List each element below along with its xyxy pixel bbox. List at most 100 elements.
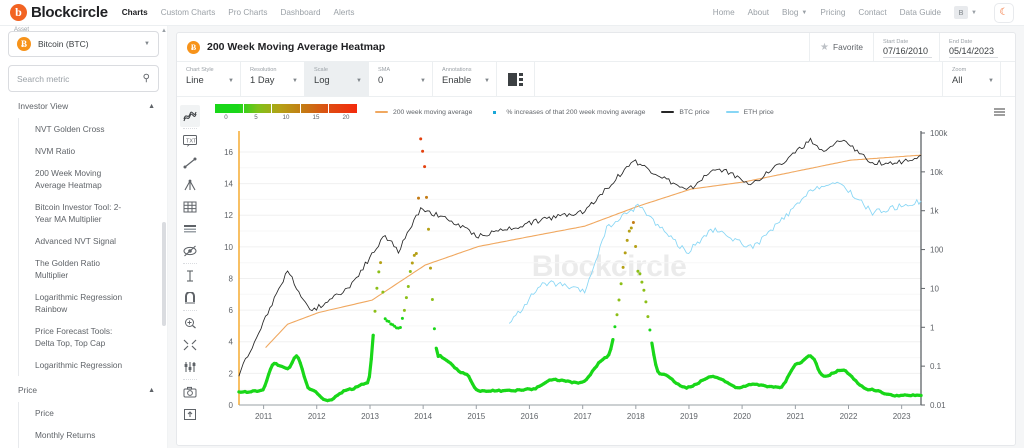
end-date-field[interactable]: End Date 05/14/2023 (939, 32, 1005, 62)
nav-item-charts[interactable]: Charts (121, 8, 148, 17)
chart-menu-button[interactable] (994, 107, 1005, 117)
toolbar-divider (183, 310, 197, 311)
sidebar-item-price-forecast-tools[interactable]: Price Forecast Tools: Delta Top, Top Cap (35, 326, 113, 349)
dark-mode-toggle-button[interactable]: ☾ (994, 2, 1014, 23)
nav-item-home[interactable]: Home (712, 8, 735, 17)
legend-swatch-line-icon (375, 111, 388, 113)
svg-text:2014: 2014 (414, 412, 432, 421)
nav-item-alerts[interactable]: Alerts (333, 8, 355, 17)
svg-text:2011: 2011 (255, 412, 273, 421)
toolbar-divider (183, 128, 197, 129)
annotations-dropdown[interactable]: Annotations Enable ▼ (433, 62, 497, 96)
nav-item-dashboard[interactable]: Dashboard (280, 8, 321, 17)
legend-swatch-dot-icon (493, 110, 497, 114)
toolbar-divider (183, 263, 197, 264)
scroll-up-arrow-icon[interactable]: ▲ (161, 28, 167, 34)
svg-text:1k: 1k (930, 207, 939, 216)
trend-line-icon[interactable] (180, 152, 200, 174)
nav-item-pricing[interactable]: Pricing (820, 8, 846, 17)
hide-drawings-icon[interactable] (180, 240, 200, 262)
main-content-area: Ƀ 200 Week Moving Average Heatmap ★ Favo… (168, 26, 1024, 448)
sidebar-item-advanced-nvt-signal[interactable]: Advanced NVT Signal (35, 236, 117, 247)
sidebar-section-investor-view[interactable]: Investor View ▲ (0, 92, 167, 118)
svg-text:8: 8 (229, 274, 234, 283)
chevron-down-icon: ▼ (228, 78, 234, 84)
svg-text:0.1: 0.1 (930, 362, 942, 371)
heatmap-colorbar: 0 5 10 15 20 (215, 103, 361, 121)
search-icon[interactable]: ⚲ (142, 73, 150, 84)
chart-style-dropdown[interactable]: Chart Style Line ▼ (177, 62, 241, 96)
zoom-value: All (952, 74, 963, 86)
top-navigation-bar: b Blockcircle Charts Custom Charts Pro C… (0, 0, 1024, 26)
nav-item-about[interactable]: About (747, 8, 770, 17)
legend-item-btc-price[interactable]: BTC price (661, 109, 710, 116)
resolution-dropdown[interactable]: Resolution 1 Day ▼ (241, 62, 305, 96)
asset-selector[interactable]: Ƀ Bitcoin (BTC) ▼ (8, 31, 159, 57)
search-metric-box[interactable]: ⚲ (8, 65, 159, 92)
compare-charts-button[interactable] (497, 62, 535, 96)
sma-label: SMA (378, 67, 391, 73)
search-input[interactable] (17, 73, 143, 84)
sidebar-item-monthly-returns[interactable]: Monthly Returns (35, 430, 96, 441)
sidebar-item-nvm-ratio[interactable]: NVM Ratio (35, 146, 76, 157)
scribble-icon[interactable] (180, 105, 200, 127)
camera-icon[interactable] (180, 381, 200, 403)
export-icon[interactable] (180, 403, 200, 425)
pitchfork-icon[interactable] (180, 174, 200, 196)
nav-item-pro-charts[interactable]: Pro Charts (228, 8, 268, 17)
sidebar-item-the-golden-ratio-multiplier[interactable]: The Golden Ratio Multiplier (35, 258, 101, 281)
sma-dropdown[interactable]: SMA 0 ▼ (369, 62, 433, 96)
nav-item-contact[interactable]: Contact (858, 8, 887, 17)
sidebar-item-nvt-golden-cross[interactable]: NVT Golden Cross (35, 124, 105, 134)
nav-item-custom-charts[interactable]: Custom Charts (160, 8, 216, 17)
svg-text:1: 1 (930, 323, 935, 332)
indicators-icon[interactable] (180, 356, 200, 378)
bitcoin-icon: Ƀ (187, 40, 200, 54)
svg-text:10: 10 (224, 243, 233, 252)
colorbar-tick: 20 (342, 113, 350, 121)
svg-text:100k: 100k (930, 129, 948, 138)
legend-swatch-line-icon (725, 111, 739, 113)
svg-text:10k: 10k (930, 168, 944, 177)
chevron-down-icon: ▼ (356, 78, 362, 84)
nav-item-blog-label: Blog (782, 8, 799, 17)
sidebar-section-price[interactable]: Price ▲ (0, 376, 167, 402)
legend-item-200wma[interactable]: 200 week moving average (375, 109, 472, 116)
zoom-pan-icon[interactable] (180, 312, 200, 334)
sidebar-item-logarithmic-regression[interactable]: Logarithmic Regression (35, 360, 123, 371)
star-icon: ★ (820, 41, 830, 53)
fib-grid-icon[interactable] (180, 196, 200, 218)
legend-item-eth-price[interactable]: ETH price (725, 109, 774, 116)
sidebar-scrollbar-thumb[interactable] (162, 222, 166, 326)
language-selector[interactable]: B ▼ (954, 6, 977, 19)
svg-text:2012: 2012 (308, 412, 326, 421)
favorite-button[interactable]: ★ Favorite (809, 32, 873, 62)
sidebar-item-price[interactable]: Price (35, 408, 54, 419)
sidebar-item-200-week-moving-average-heatmap[interactable]: 200 Week Moving Average Heatmap (35, 168, 102, 191)
start-date-value: 07/16/2010 (883, 46, 932, 59)
end-date-value: 05/14/2023 (949, 46, 998, 59)
chevron-up-icon: ▲ (148, 102, 155, 110)
legend-label: 200 week moving average (393, 108, 473, 116)
magnet-icon[interactable] (180, 287, 200, 309)
nav-item-data-guide[interactable]: Data Guide (899, 8, 942, 17)
nav-item-blog[interactable]: Blog ▼ (782, 8, 807, 17)
chart-body: TXT (177, 105, 1015, 445)
scale-dropdown[interactable]: Scale Log ▼ (305, 62, 369, 96)
collapse-icon[interactable] (180, 334, 200, 356)
measure-icon[interactable] (180, 265, 200, 287)
zoom-dropdown[interactable]: Zoom All ▼ (943, 62, 1001, 96)
sma-value: 0 (378, 74, 384, 86)
start-date-field[interactable]: Start Date 07/16/2010 (873, 32, 939, 62)
sidebar-section-title: Price (18, 385, 38, 396)
text-box-icon[interactable]: TXT (180, 130, 200, 152)
chart-plot-area[interactable]: Blockcircle 0 2 4 6 8 10 12 14 16 2011 2012 2013 201… (203, 127, 1015, 445)
chart-toolbar: Chart Style Line ▼ Resolution 1 Day ▼ Sc… (177, 62, 1015, 97)
svg-text:0: 0 (229, 401, 234, 410)
brand-logo-link[interactable]: b Blockcircle (10, 4, 108, 21)
annotations-label: Annotations (442, 67, 472, 73)
sidebar-item-logarithmic-regression-rainbow[interactable]: Logarithmic Regression Rainbow (35, 292, 123, 315)
table-icon[interactable] (180, 218, 200, 240)
legend-item-pct-increases[interactable]: % increases of that 200 week moving aver… (488, 109, 645, 116)
sidebar-item-bitcoin-investor-tool[interactable]: Bitcoin Investor Tool: 2-Year MA Multipl… (35, 202, 122, 225)
